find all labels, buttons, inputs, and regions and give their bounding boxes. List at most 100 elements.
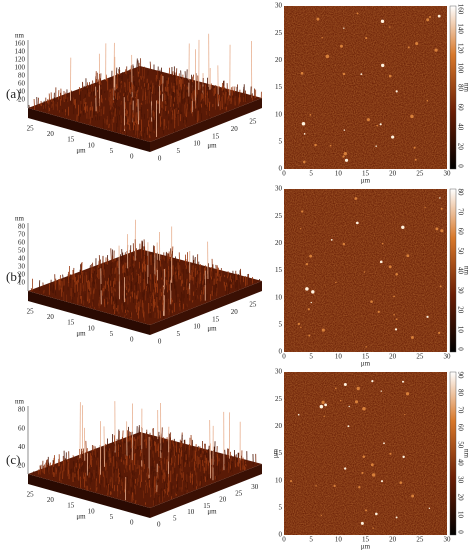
particle (309, 254, 313, 258)
y-tick-label: 10 (275, 293, 283, 301)
particle (325, 54, 330, 59)
particle (342, 242, 346, 246)
particle (329, 144, 332, 147)
y-tick-label: 15 (275, 83, 283, 91)
axis-tick-label: 10 (187, 508, 195, 516)
y-tick-label: 25 (275, 212, 283, 220)
colorbar-unit: nm (462, 266, 470, 276)
particle (391, 135, 395, 139)
colorbar-tick-label: 10 (456, 326, 464, 334)
particle (440, 207, 443, 210)
x-tick-label: 20 (389, 353, 397, 361)
axis-tick-label: 10 (193, 140, 201, 148)
axis-unit: μm (76, 513, 86, 521)
particle (437, 14, 441, 18)
y-tick-label: 30 (275, 185, 283, 193)
particle (307, 308, 310, 311)
x-tick-label: 15 (362, 170, 370, 178)
colorbar-unit: nm (462, 449, 470, 459)
z-tick-label: 40 (18, 88, 26, 96)
colorbar-tick-label: 20 (456, 306, 464, 314)
particle (395, 90, 398, 93)
particle (381, 242, 384, 245)
x-tick-label: 20 (389, 170, 397, 178)
panel-label: (a) (6, 86, 20, 101)
axis-tick-label: 20 (231, 125, 239, 133)
particle (315, 485, 317, 487)
particle (303, 160, 306, 164)
y-tick-label: 5 (279, 503, 283, 511)
particle (414, 158, 417, 161)
particle (399, 481, 403, 484)
z-tick-label: 40 (18, 255, 26, 263)
particle (361, 471, 364, 474)
x-unit: μm (361, 360, 371, 368)
colorbar-tick-label: 60 (456, 424, 464, 432)
surface-spikes (30, 219, 260, 322)
colorbar-tick-label: 70 (456, 406, 464, 414)
y-tick-label: 25 (275, 29, 283, 37)
axis-tick-label: 20 (47, 496, 55, 504)
colorbar (449, 188, 457, 353)
x-tick-label: 0 (282, 536, 286, 544)
colorbar-tick-label: 40 (456, 267, 464, 275)
axis-tick-label: 15 (67, 136, 75, 144)
axis-tick-label: 15 (67, 502, 75, 510)
axis-tick-label: 10 (193, 323, 201, 331)
particle (356, 12, 359, 15)
particle (316, 17, 320, 21)
axis-tick-label: 15 (203, 502, 211, 510)
particle (333, 484, 336, 488)
particle (314, 143, 317, 147)
particle (393, 314, 395, 316)
axis-tick-label: 20 (47, 313, 55, 321)
particle (360, 73, 363, 76)
particle (371, 473, 376, 477)
particle (376, 124, 379, 127)
z-tick-label: 40 (18, 443, 26, 451)
y-tick-label: 30 (275, 2, 283, 10)
z-tick-label: 160 (15, 40, 26, 48)
axis-tick-label: 25 (27, 124, 35, 132)
axis-tick-label: 5 (177, 330, 181, 338)
surface-side (28, 108, 150, 152)
y-tick-label: 0 (279, 531, 283, 539)
particle (310, 301, 312, 304)
particle (389, 26, 391, 28)
colorbar (449, 371, 457, 536)
axis-unit: μm (207, 325, 217, 333)
panel-label: (b) (6, 269, 21, 284)
axis-tick-label: 0 (158, 154, 162, 162)
particle (388, 74, 392, 78)
axis-unit: μm (76, 147, 86, 155)
colorbar-tick-label: 100 (456, 63, 464, 74)
particle (424, 206, 426, 209)
particle (342, 72, 346, 76)
x-tick-label: 0 (282, 353, 286, 361)
z-tick-label: 60 (18, 239, 26, 247)
particle (377, 310, 380, 313)
axis-tick-label: 5 (110, 513, 114, 521)
particle (370, 300, 373, 303)
particle (355, 221, 359, 225)
colorbar-tick-label: 30 (456, 476, 464, 484)
particle (435, 227, 439, 231)
z-tick-label: 120 (15, 56, 26, 64)
axis-tick-label: 0 (130, 336, 134, 344)
particle (394, 328, 398, 331)
surface-top (28, 66, 262, 142)
surface-side (28, 474, 150, 518)
particle (344, 158, 349, 162)
particle (334, 387, 337, 390)
particle (383, 442, 385, 445)
particle (343, 151, 348, 156)
particle (358, 486, 361, 489)
y-unit: μm (272, 448, 280, 458)
surface-spikes (33, 401, 257, 506)
colorbar-tick-label: 0 (456, 530, 464, 534)
axis-tick-label: 10 (88, 507, 96, 515)
x-tick-label: 5 (309, 353, 313, 361)
particle (395, 272, 398, 276)
particle (380, 480, 384, 483)
z-tick-label: 60 (18, 424, 26, 432)
